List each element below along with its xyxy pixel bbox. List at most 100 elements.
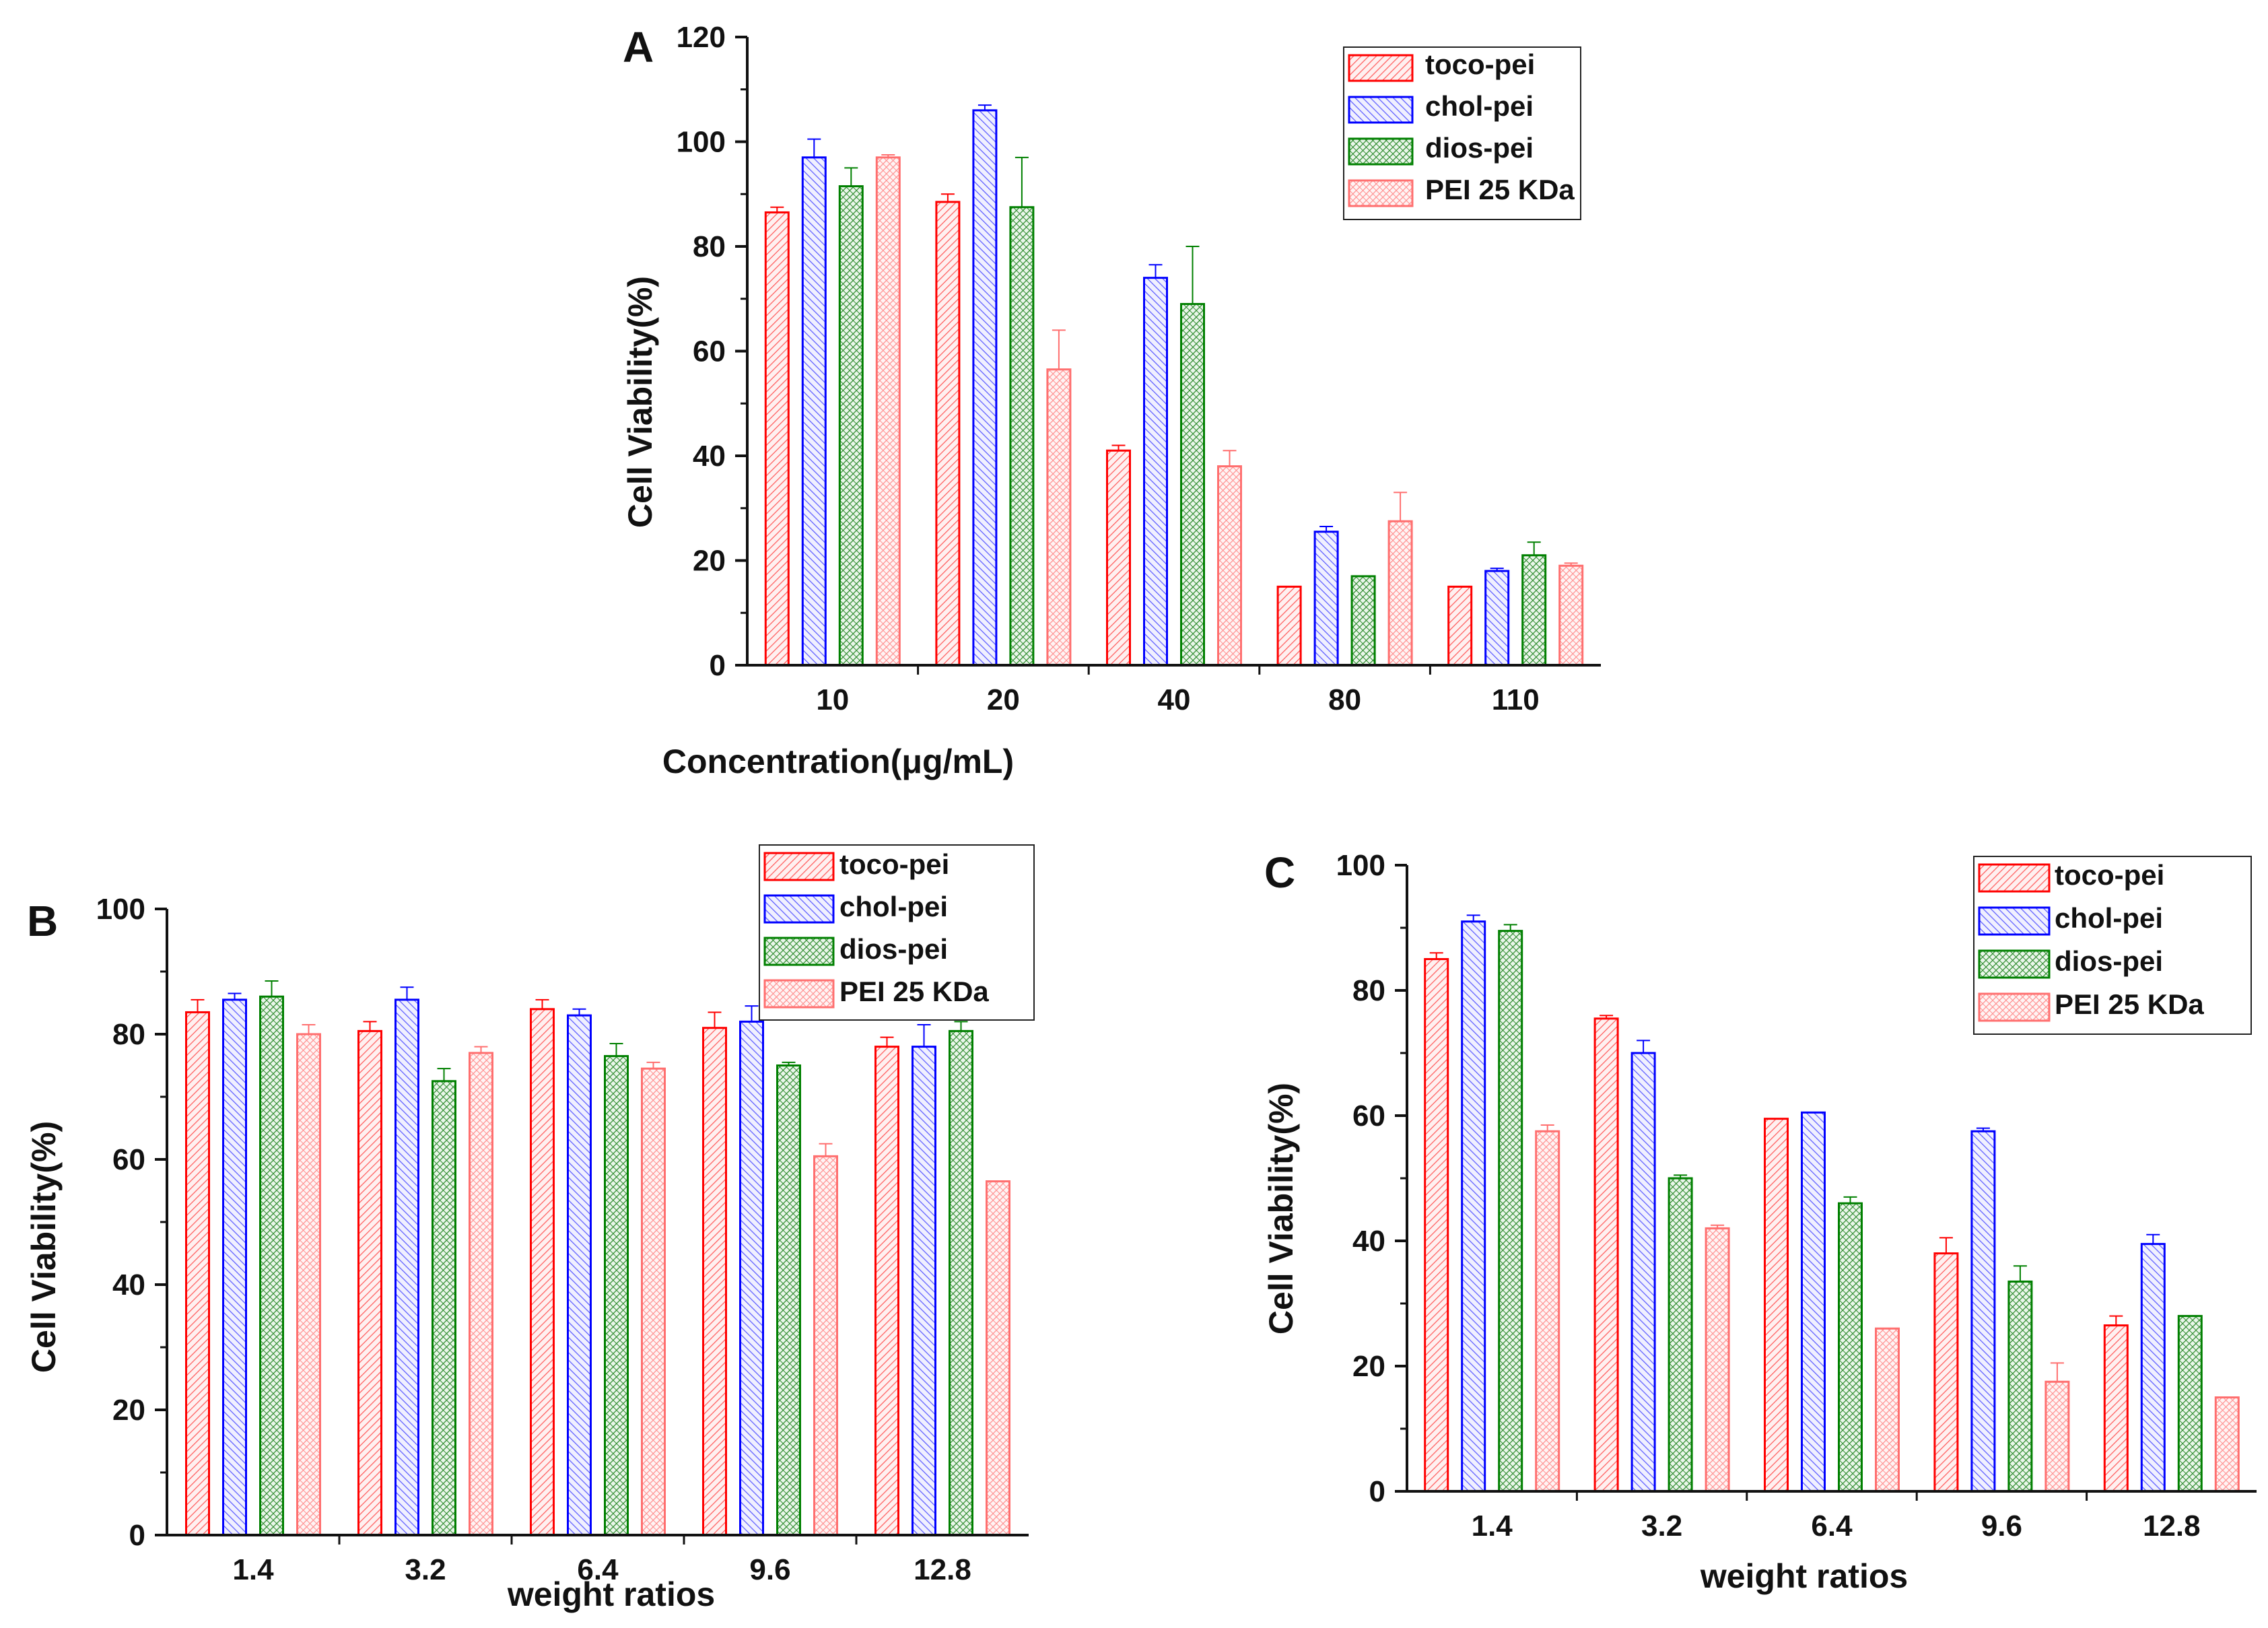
panel-c-x-axis-title: weight ratios	[1700, 1557, 1908, 1595]
panel-c-x-tick-label: 12.8	[2143, 1510, 2201, 1542]
panel-c-bar-dios-0	[1498, 930, 1523, 1493]
panel-a-y-tick-label: 120	[677, 21, 726, 54]
panel-b-x-tick-label: 1.4	[232, 1553, 274, 1586]
panel-b-y-tick-label: 80	[112, 1018, 145, 1051]
panel-c-letter: C	[1264, 848, 1295, 897]
panel-a-x-axis-title: Concentration(μg/mL)	[662, 743, 1014, 780]
panel-c-legend-swatch-chol	[1978, 906, 2051, 936]
panel-c-bar-dios-1	[1668, 1177, 1693, 1493]
panel-c-bar-chol-1	[1630, 1052, 1656, 1493]
panel-a-bar-pei25-2	[1217, 465, 1242, 667]
panel-b-bar-chol-4	[912, 1046, 936, 1536]
panel-a-legend-label-pei25: PEI 25 KDa	[1425, 174, 1575, 205]
panel-a-y-axis-title: Cell Viability(%)	[621, 276, 659, 528]
panel-a-bar-chol-0	[801, 156, 827, 667]
panel-b-bar-chol-0	[222, 998, 247, 1536]
panel-b-x-tick-label: 3.2	[405, 1553, 446, 1586]
panel-a-x-tick-label: 10	[816, 683, 849, 716]
panel-c-legend-label-toco: toco-pei	[2055, 859, 2164, 891]
panel-a-legend-label-toco: toco-pei	[1425, 48, 1535, 80]
panel-b-bar-toco-3	[702, 1027, 727, 1536]
panel-c-bar-chol-4	[2140, 1243, 2166, 1493]
panel-c-y-tick-label: 80	[1352, 974, 1385, 1007]
panel-b-bar-dios-1	[432, 1080, 456, 1536]
panel-c-x-tick-label: 3.2	[1641, 1510, 1682, 1542]
panel-a-y-tick-label: 40	[693, 440, 726, 473]
panel-b-bar-chol-3	[739, 1020, 764, 1536]
panel-b-bar-chol-2	[567, 1014, 592, 1536]
panel-a-bar-chol-1	[972, 109, 998, 667]
panel-c-y-tick-label: 60	[1352, 1099, 1385, 1132]
panel-b-bar-dios-2	[604, 1055, 629, 1536]
panel-b-bar-pei25-2	[641, 1067, 666, 1536]
panel-a-legend-swatch-dios	[1348, 137, 1414, 166]
panel-c-legend-label-pei25: PEI 25 KDa	[2055, 988, 2204, 1020]
panel-c-y-axis-title: Cell Viability(%)	[1262, 1083, 1300, 1334]
panel-a-bar-dios-4	[1521, 554, 1547, 667]
panel-b-bar-pei25-3	[813, 1155, 838, 1536]
panel-c-bar-pei25-3	[2044, 1380, 2070, 1493]
panel-a-bar-pei25-0	[875, 156, 901, 667]
panel-a-bar-dios-1	[1009, 206, 1035, 667]
panel-b-legend-label-toco: toco-pei	[839, 848, 949, 880]
panel-b-legend-swatch-chol	[763, 894, 835, 924]
panel-b-legend-swatch-dios	[763, 937, 835, 966]
panel-a-bar-chol-2	[1143, 277, 1168, 667]
panel-a-legend-swatch-chol	[1348, 96, 1414, 124]
panel-a-legend-swatch-pei25	[1348, 179, 1414, 207]
panel-a-bar-dios-2	[1180, 303, 1205, 667]
panel-c-bar-chol-0	[1461, 920, 1486, 1493]
panel-b-bar-toco-2	[530, 1008, 555, 1536]
panel-b-x-axis-title: weight ratios	[507, 1575, 715, 1613]
panel-a-bar-dios-0	[838, 185, 864, 667]
panel-c-bar-toco-4	[2103, 1324, 2129, 1493]
panel-a-x-tick-label: 20	[987, 683, 1020, 716]
panel-b-legend-swatch-pei25	[763, 979, 835, 1009]
panel-a-legend-label-dios: dios-pei	[1425, 132, 1534, 164]
panel-c-y-tick-label: 100	[1336, 849, 1385, 882]
panel-c-y-tick-label: 0	[1369, 1475, 1385, 1508]
panel-b-y-tick-label: 40	[112, 1268, 145, 1301]
panel-c: C weight ratios Cell Viability(%) 0 20 40 6…	[1262, 848, 2257, 1595]
panel-a-legend-swatch-toco	[1348, 54, 1414, 82]
panel-b-x-tick-label: 12.8	[914, 1553, 971, 1586]
panel-c-bar-toco-3	[1933, 1252, 1959, 1493]
panel-c-bar-dios-3	[2007, 1280, 2033, 1493]
panel-a-bar-toco-4	[1447, 585, 1473, 667]
panel-c-y-tick-label: 20	[1352, 1350, 1385, 1383]
panel-c-legend-label-dios: dios-pei	[2055, 945, 2163, 977]
panel-b-y-tick-label: 100	[96, 893, 145, 926]
panel-b-bar-toco-1	[357, 1029, 382, 1536]
panel-c-legend-swatch-toco	[1978, 863, 2051, 893]
panel-c-bar-toco-0	[1424, 958, 1449, 1493]
panel-a-bar-toco-3	[1276, 585, 1302, 667]
panel-c-legend-swatch-pei25	[1978, 992, 2051, 1022]
panel-c-bar-toco-1	[1593, 1017, 1619, 1493]
panel-a-bar-toco-1	[935, 201, 961, 667]
panel-a-bar-pei25-1	[1046, 368, 1072, 667]
panel-c-bar-toco-2	[1764, 1118, 1789, 1493]
panel-b: B weight ratios Cell Viability(%) 0 20 40 6…	[25, 844, 1035, 1613]
panel-c-bar-pei25-4	[2214, 1396, 2240, 1493]
panel-a-bar-chol-4	[1484, 570, 1510, 667]
panel-c-bar-pei25-0	[1535, 1130, 1560, 1493]
panel-b-bar-toco-0	[185, 1011, 210, 1536]
panel-a-bar-dios-3	[1350, 575, 1376, 667]
panel-b-legend-label-pei25: PEI 25 KDa	[839, 976, 989, 1007]
panel-a-x-tick-label: 40	[1158, 683, 1191, 716]
panel-b-x-tick-label: 9.6	[749, 1553, 790, 1586]
panel-c-bar-dios-4	[2177, 1315, 2203, 1493]
panel-b-y-axis-title: Cell Viability(%)	[25, 1121, 63, 1373]
panel-c-bar-chol-2	[1801, 1111, 1826, 1493]
panel-b-bar-dios-0	[259, 995, 284, 1536]
panel-a-bar-pei25-3	[1387, 520, 1413, 667]
panel-c-bar-pei25-1	[1705, 1227, 1730, 1493]
panel-b-legend-swatch-toco	[763, 852, 835, 881]
panel-c-x-tick-label: 6.4	[1811, 1510, 1853, 1542]
panel-c-legend-label-chol: chol-pei	[2055, 902, 2163, 934]
panel-b-bar-dios-4	[949, 1029, 973, 1536]
panel-b-legend-label-chol: chol-pei	[839, 891, 948, 922]
panel-a-bar-pei25-4	[1558, 564, 1584, 667]
panel-b-y-tick-label: 0	[129, 1519, 145, 1552]
